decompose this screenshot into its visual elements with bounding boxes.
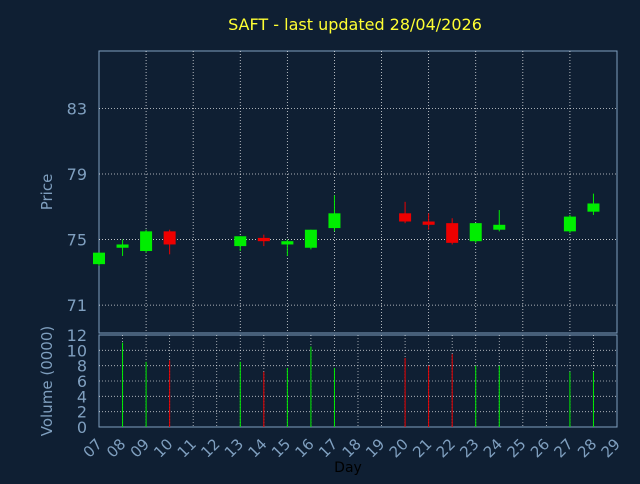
price-panel: 71 75 79 83 [67,50,618,334]
candle-body [446,223,459,243]
candlestick [304,229,317,250]
candle-body [563,216,576,232]
price-plot-frame [98,50,618,334]
day-tick-label: 19 [362,435,388,461]
day-tick-label: 28 [574,435,600,461]
volume-tick-label: 0 [77,418,87,437]
day-tick-label: 12 [197,435,223,461]
candlestick [140,229,153,253]
candle-body [304,229,317,248]
candle-body [234,236,247,247]
day-tick-label: 22 [433,435,459,461]
volume-axis-label: Volume (0000) [38,326,56,436]
day-tick-label: 27 [551,435,577,461]
volume-tick-label: 4 [77,387,87,406]
candlestick [281,239,294,256]
candle-body [493,224,506,230]
chart-title: SAFT - last updated 28/04/2026 [228,15,482,34]
day-tick-label: 15 [268,435,294,461]
day-tick-label: 11 [174,435,200,461]
candlestick [422,213,435,230]
day-tick-label: 10 [150,435,176,461]
candle-body [140,231,153,252]
price-tick-label: 75 [67,231,87,250]
candle-body [163,231,176,245]
day-tick-label: 24 [480,435,506,461]
candle-body [399,213,412,222]
candle-body [116,244,129,248]
candlestick [257,234,270,247]
price-tick-label: 71 [67,296,87,315]
candlestick [469,223,482,243]
day-tick-label: 09 [127,435,153,461]
day-tick-label: 23 [456,435,482,461]
volume-tick-label: 2 [77,403,87,422]
candlestick [563,214,576,233]
candlestick [493,210,506,232]
price-axis-label: Price [38,174,56,211]
candle-body [587,203,600,212]
candlestick [163,229,176,255]
day-axis-label: Day [334,460,362,476]
day-tick-label: 18 [339,435,365,461]
volume-tick-label: 10 [67,341,87,360]
volume-tick-label: 8 [77,357,87,376]
candlestick [328,195,341,232]
candle-body [422,221,435,225]
day-tick-label: 14 [244,435,270,461]
day-tick-label: 29 [598,435,624,461]
candle-body [93,252,105,265]
day-tick-label: 25 [503,435,529,461]
volume-tick-label: 6 [77,372,87,391]
candle-body [469,223,482,242]
candlestick [587,193,600,215]
day-tick-label: 26 [527,435,553,461]
candle-body [328,213,341,229]
day-tick-label: 13 [221,435,247,461]
day-tick-label: 07 [80,435,106,461]
price-tick-label: 83 [67,99,87,118]
candlestick [446,218,459,245]
volume-panel: 0246810120708091011121314151617181920212… [67,326,624,461]
candlestick [234,236,247,252]
day-tick-label: 16 [292,435,318,461]
candlestick [116,239,129,256]
volume-tick-label: 12 [67,326,87,345]
day-tick-label: 17 [315,435,341,461]
day-tick-label: 21 [409,435,435,461]
candle-body [257,237,270,242]
candlestick [399,201,412,224]
candle-body [281,241,294,245]
day-tick-label: 08 [103,435,129,461]
candlestick [93,252,105,266]
day-tick-label: 20 [386,435,412,461]
price-tick-label: 79 [67,165,87,184]
